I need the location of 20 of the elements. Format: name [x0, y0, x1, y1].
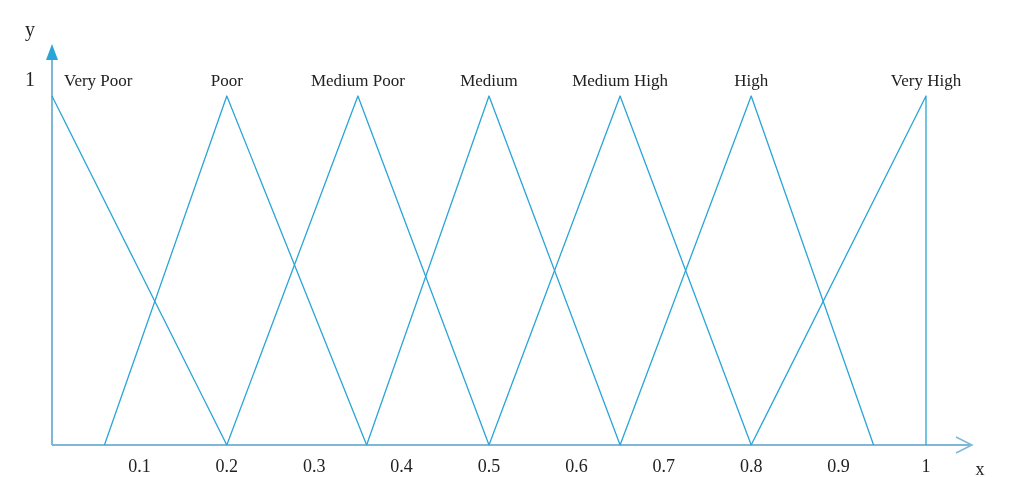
series-label: Medium — [460, 71, 518, 90]
x-tick-label: 1 — [921, 456, 931, 476]
series-label: High — [734, 71, 769, 90]
series-label: Poor — [210, 71, 244, 90]
x-tick-label: 0.8 — [739, 456, 763, 476]
x-tick-label: 0.3 — [302, 456, 326, 476]
x-tick-label: 0.2 — [215, 456, 239, 476]
text: 1 — [25, 68, 35, 90]
series-label: Medium High — [572, 71, 669, 90]
series-label: Medium Poor — [310, 71, 406, 90]
x-tick-label: 0.6 — [565, 456, 588, 476]
x-axis-title: x — [975, 459, 985, 477]
x-tick-label: 0.7 — [652, 456, 676, 476]
x-tick-label: 0.5 — [477, 456, 501, 476]
legend-label: Very Poor — [64, 71, 133, 90]
x-tick-label: 0.1 — [128, 456, 151, 476]
y-axis-title: y — [25, 18, 35, 41]
x-tick-label: 0.9 — [827, 456, 850, 476]
x-tick-label: 0.4 — [390, 456, 413, 476]
series-label: Very High — [890, 71, 962, 90]
